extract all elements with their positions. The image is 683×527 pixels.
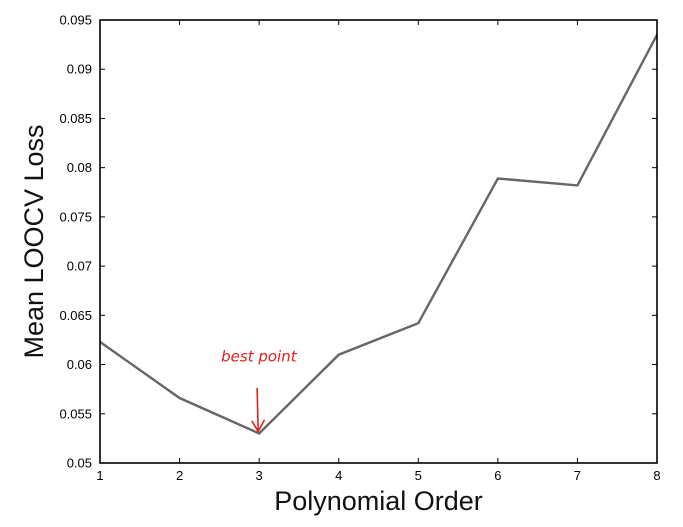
y-tick-label: 0.095 [59,13,92,28]
y-tick-label: 0.08 [67,160,92,175]
tick-labels: 1 2 3 4 5 6 7 8 0.05 0.055 0.06 0.065 0.07 0.075 0.08 0… [59,13,660,484]
x-axis-label: Polynomial Order [274,486,483,516]
x-tick-label: 6 [494,468,501,483]
x-tick-label: 1 [96,468,103,483]
x-tick-label: 5 [415,468,422,483]
annotation-arrow [251,387,265,433]
x-tick-label: 4 [335,468,342,483]
annotation-group: best point [221,347,298,433]
annotation-label: best point [221,347,298,365]
y-tick-label: 0.06 [67,357,92,372]
y-tick-label: 0.07 [67,259,92,274]
x-tick-label: 3 [256,468,263,483]
y-axis-label: Mean LOOCV Loss [19,124,49,358]
y-tick-label: 0.05 [67,456,92,471]
y-tick-label: 0.055 [59,406,92,421]
x-tick-label: 7 [574,468,581,483]
x-tick-label: 8 [653,468,660,483]
x-tick-label: 2 [176,468,183,483]
series-group [99,34,659,435]
y-tick-label: 0.065 [59,308,92,323]
y-tick-label: 0.075 [59,209,92,224]
series-line [99,34,659,435]
y-tick-label: 0.085 [59,111,92,126]
axis-ticks [99,19,658,464]
plot-frame [99,19,658,464]
y-tick-label: 0.09 [67,62,92,77]
